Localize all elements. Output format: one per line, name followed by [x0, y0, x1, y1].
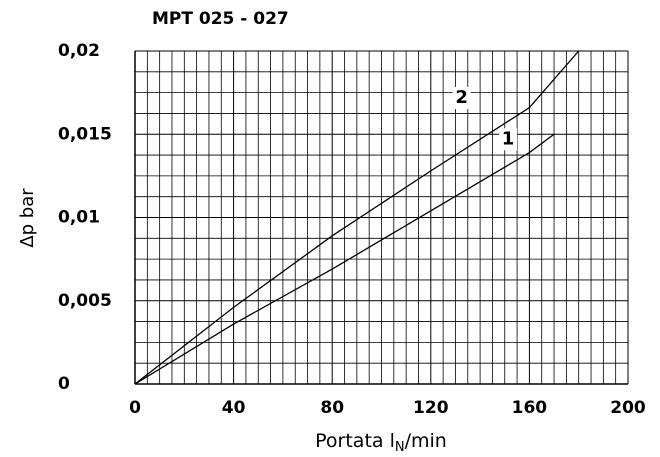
chart-title: MPT 025 - 027 [152, 9, 289, 29]
y-axis-label: Δp bar [17, 188, 38, 248]
x-axis-label: Portata lN/min [315, 430, 447, 455]
y-tick-label: 0,015 [58, 124, 112, 144]
x-label-text: Portata l [315, 430, 395, 452]
x-tick-label: 200 [610, 398, 646, 418]
y-tick-label: 0,005 [58, 291, 112, 311]
y-tick-label: 0 [58, 374, 70, 394]
data-line [134, 133, 555, 385]
x-tick-label: 0 [129, 398, 141, 418]
data-line [134, 50, 580, 385]
series-label-bg [499, 128, 518, 151]
x-label-rest: /min [405, 430, 447, 452]
x-tick-label: 80 [320, 398, 344, 418]
x-tick-label: 120 [413, 398, 449, 418]
series-label-bg [452, 87, 471, 109]
series-label: 1 [502, 128, 515, 149]
y-tick-label: 0,02 [58, 41, 100, 61]
series-label: 2 [455, 87, 468, 108]
x-tick-label: 160 [512, 398, 548, 418]
y-tick-label: 0,01 [58, 208, 100, 228]
x-tick-label: 40 [222, 398, 246, 418]
x-label-sub: N [395, 440, 405, 455]
